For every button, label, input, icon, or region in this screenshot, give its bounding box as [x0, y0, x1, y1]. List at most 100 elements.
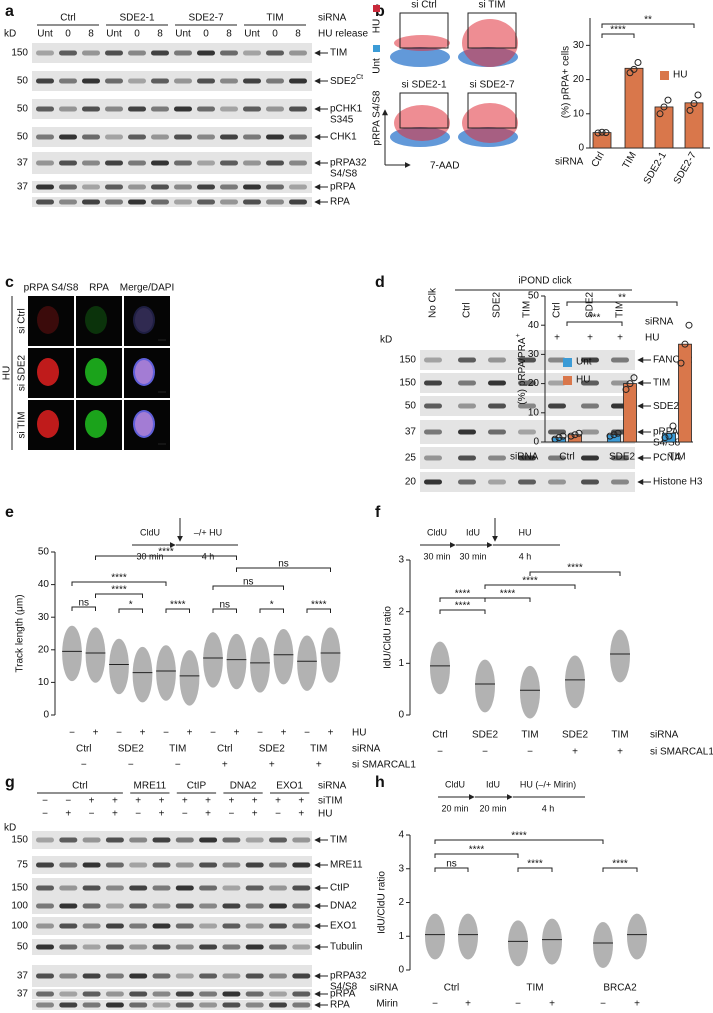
blot-strip	[32, 917, 312, 935]
y-tick-label: 10	[573, 108, 585, 119]
bracket	[529, 571, 621, 576]
schedule-label: –/+ HU	[194, 527, 222, 537]
blot-band	[518, 380, 536, 386]
schedule-label: HU (–/+ Mirin)	[520, 779, 576, 789]
blot-band	[175, 862, 194, 868]
blot-strip	[32, 197, 312, 207]
y-tick-label: 30	[528, 349, 540, 360]
band-label: pRPA32	[330, 158, 367, 169]
label-text: (%) pRPA/PRA	[517, 337, 528, 404]
y-tick-label: 50	[528, 291, 540, 302]
blot-band	[243, 160, 261, 166]
dot-cloud	[85, 627, 106, 683]
dot-cloud	[610, 629, 630, 683]
label: si SMARCAL1	[352, 760, 416, 771]
blot-band	[128, 106, 146, 112]
blot-band	[269, 1002, 287, 1008]
sign: +	[572, 747, 578, 758]
blot-band	[269, 991, 287, 997]
flow-gate	[399, 12, 449, 49]
label: siRNA	[318, 13, 347, 24]
significance: *	[270, 600, 274, 611]
label: (%) pRPA+ cells	[561, 46, 572, 118]
row-label: si Ctrl	[17, 308, 28, 334]
significance: ****	[612, 859, 628, 870]
blot-band	[220, 184, 238, 190]
blot-band	[36, 134, 54, 140]
blot-strip	[32, 831, 312, 849]
blot-band	[175, 837, 194, 843]
blot-band	[199, 903, 218, 909]
label: siRNA	[352, 744, 381, 755]
x-tick-label: Ctrl	[76, 744, 92, 755]
blot-band	[292, 1002, 311, 1008]
micrograph	[76, 296, 122, 346]
blot-band	[82, 134, 100, 140]
blot-band	[488, 429, 506, 435]
kd-label: 50	[17, 132, 29, 143]
blot-band	[269, 862, 287, 868]
blot-band	[245, 1002, 264, 1008]
schedule-label: 4 h	[519, 551, 532, 561]
group-label: SDE2-7	[188, 13, 223, 24]
dot-cloud	[273, 628, 294, 685]
blot-band	[129, 973, 148, 979]
blot-band	[59, 134, 77, 140]
sign: +	[205, 796, 211, 807]
x-tick-label: TIM	[521, 730, 538, 741]
data-point	[614, 429, 622, 437]
blot-band	[269, 944, 287, 950]
blot-band	[222, 991, 241, 997]
blot-band	[151, 184, 169, 190]
blot-strip	[32, 878, 312, 898]
schedule-label: 30 min	[423, 551, 450, 561]
sign: +	[298, 796, 304, 807]
blot-band	[245, 923, 264, 929]
blot-band	[289, 50, 307, 56]
blot-band	[36, 923, 54, 929]
blot-band	[174, 134, 192, 140]
label: HU	[2, 366, 13, 380]
blot-band	[199, 862, 218, 868]
dot-cloud	[627, 913, 647, 960]
y-tick-label: 2	[398, 897, 404, 908]
y-tick-label: 50	[38, 547, 50, 558]
significance: ****	[111, 585, 127, 596]
x-tick-label: TIM	[621, 150, 639, 170]
blot-band	[151, 199, 169, 205]
band-label: EXO1	[330, 921, 357, 932]
dot-cloud	[430, 641, 450, 695]
blot-band	[243, 106, 261, 112]
blot-band	[36, 885, 54, 891]
y-tick-label: 0	[578, 143, 584, 154]
label: 7-AAD	[430, 161, 459, 172]
x-tick-label: SDE2	[118, 744, 145, 755]
data-point	[622, 385, 630, 393]
blot-band	[199, 1002, 218, 1008]
lane-label: 0	[65, 29, 71, 40]
data-point	[630, 65, 638, 73]
blot-band	[151, 160, 169, 166]
blot-band	[36, 106, 54, 112]
dot-cloud	[62, 625, 82, 682]
flow-cloud-hu	[462, 103, 518, 143]
blot-band	[175, 923, 194, 929]
sign: +	[89, 796, 95, 807]
x-tick-label: TIM	[310, 744, 327, 755]
bar	[592, 132, 612, 149]
blot-band	[269, 885, 287, 891]
dot-cloud	[458, 913, 478, 960]
kd-label: 50	[17, 76, 29, 87]
sign: +	[135, 796, 141, 807]
label: siRNA	[645, 317, 674, 328]
sign: +	[617, 747, 623, 758]
blot-band	[243, 78, 261, 84]
blot-band	[152, 903, 171, 909]
legend-label: HU	[673, 70, 687, 81]
x-tick-label: SDE2	[562, 730, 589, 741]
bracket	[259, 608, 284, 613]
blot-band	[59, 973, 78, 979]
column-label: pRPA S4/S8	[24, 283, 79, 294]
sign: −	[135, 809, 141, 820]
blot-band	[36, 1002, 54, 1008]
